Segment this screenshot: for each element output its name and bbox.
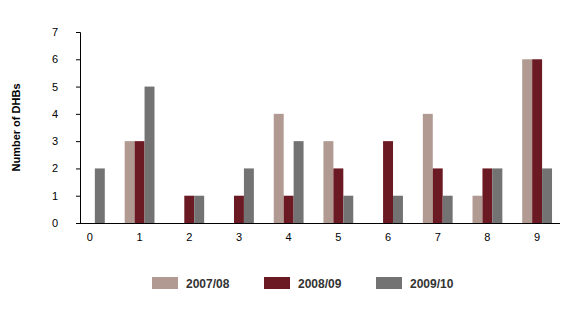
y-axis: 0 1 2 3 4 5 6 7 (52, 26, 81, 229)
tick-label: 6 (385, 231, 391, 243)
bars (95, 59, 552, 223)
bar (234, 196, 244, 223)
axis-line (80, 223, 560, 224)
bar (532, 59, 542, 223)
tick: 1 (137, 223, 143, 243)
tick-label: 0 (87, 231, 93, 243)
tick-label: 4 (52, 108, 58, 120)
bar (423, 114, 433, 223)
legend-swatch (152, 277, 178, 289)
bar (224, 223, 234, 224)
bar (333, 168, 343, 223)
bar (174, 223, 184, 224)
bar (274, 114, 284, 223)
legend-label: 2009/10 (410, 277, 454, 291)
tick-label: 5 (335, 231, 341, 243)
tick: 9 (534, 223, 540, 243)
tick: 5 (335, 223, 341, 243)
chart: 012345670123456789Number of DHBs2007/082… (0, 0, 574, 313)
bar (125, 141, 135, 223)
legend-item: 2008/09 (264, 277, 342, 291)
y-axis-title: Number of DHBs (10, 83, 22, 171)
bar (184, 196, 194, 223)
tick: 4 (52, 108, 80, 120)
bar (284, 196, 294, 223)
tick-label: 1 (137, 231, 143, 243)
bar (343, 196, 353, 223)
legend-swatch (376, 277, 402, 289)
bar (473, 196, 483, 223)
tick: 3 (236, 223, 242, 243)
tick-mark (76, 59, 80, 60)
bar (145, 87, 155, 223)
tick-mark (76, 196, 80, 197)
tick: 0 (52, 217, 80, 229)
series (95, 87, 552, 223)
tick: 7 (52, 26, 80, 38)
bar (373, 223, 383, 224)
tick: 7 (435, 223, 441, 243)
bar (542, 168, 552, 223)
bar (95, 168, 105, 223)
bar (294, 141, 304, 223)
bar (75, 223, 85, 224)
tick-mark (76, 223, 80, 224)
tick-label: 7 (435, 231, 441, 243)
tick: 6 (385, 223, 391, 243)
series (135, 59, 542, 223)
tick-label: 6 (52, 53, 58, 65)
bar (323, 141, 333, 223)
bar (244, 168, 254, 223)
axis-line (76, 33, 81, 224)
tick-label: 9 (534, 231, 540, 243)
tick: 5 (52, 81, 80, 93)
tick-mark (76, 32, 80, 33)
bar (85, 223, 95, 224)
bar (522, 59, 532, 223)
tick-mark (76, 141, 80, 142)
tick-label: 0 (52, 217, 58, 229)
legend-item: 2009/10 (376, 277, 454, 291)
bar (393, 196, 403, 223)
tick-mark (76, 87, 80, 88)
tick-label: 5 (52, 81, 58, 93)
bar (443, 196, 453, 223)
tick: 2 (52, 162, 80, 174)
bar (482, 168, 492, 223)
bar (383, 141, 393, 223)
tick: 4 (286, 223, 292, 243)
tick-label: 8 (484, 231, 490, 243)
tick-label: 2 (186, 231, 192, 243)
legend-item: 2007/08 (152, 277, 230, 291)
x-axis: 0 1 2 3 4 5 6 7 8 9 (80, 223, 560, 243)
legend-swatch (264, 277, 290, 289)
tick-label: 2 (52, 162, 58, 174)
plot: 0 1 2 3 4 5 6 7 0 1 2 3 4 5 6 7 8 9 (52, 26, 560, 243)
tick-mark (76, 168, 80, 169)
bar (492, 168, 502, 223)
tick-label: 4 (286, 231, 292, 243)
tick: 6 (52, 53, 80, 65)
bar (135, 141, 145, 223)
tick: 2 (186, 223, 192, 243)
tick-label: 3 (52, 135, 58, 147)
tick: 1 (52, 190, 80, 202)
tick-mark (76, 114, 80, 115)
series (125, 59, 532, 223)
tick-label: 7 (52, 26, 58, 38)
legend: 2007/08 2008/09 2009/10 (152, 277, 454, 291)
tick: 3 (52, 135, 80, 147)
tick: 0 (87, 223, 93, 243)
legend-label: 2008/09 (298, 277, 342, 291)
tick: 8 (484, 223, 490, 243)
bar (433, 168, 443, 223)
tick-label: 1 (52, 190, 58, 202)
tick-label: 3 (236, 231, 242, 243)
bar (194, 196, 204, 223)
legend-label: 2007/08 (186, 277, 230, 291)
